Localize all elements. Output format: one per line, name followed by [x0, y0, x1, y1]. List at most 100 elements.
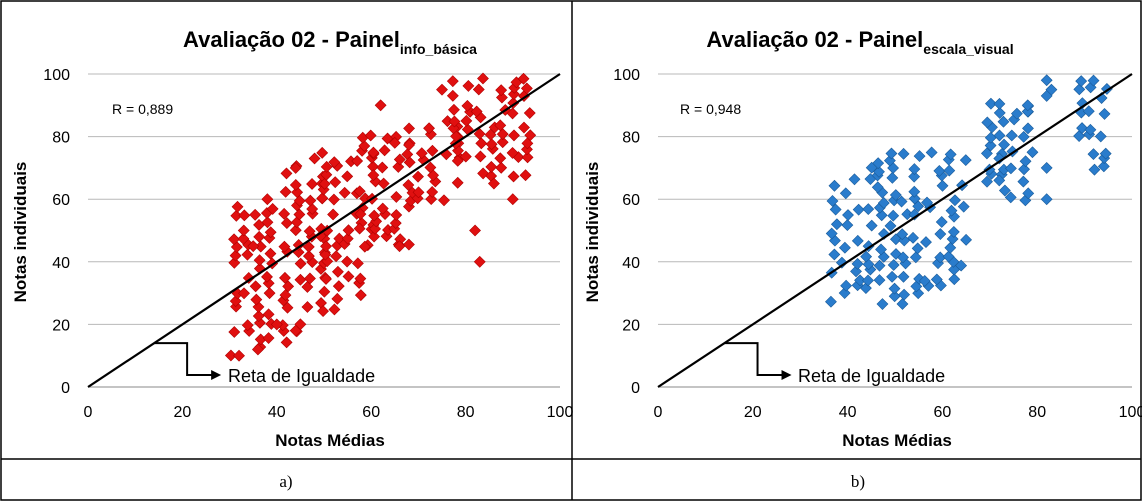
data-point-b: [888, 290, 901, 303]
data-point-a: [496, 136, 509, 149]
data-point-a: [368, 230, 381, 243]
equality-line-label-b: Reta de Igualdade: [798, 366, 945, 386]
data-point-a: [475, 137, 488, 150]
data-point-b: [908, 170, 921, 183]
data-point-b: [1040, 89, 1053, 102]
data-point-a: [473, 255, 486, 268]
data-point-b: [828, 248, 841, 261]
data-point-a: [424, 161, 437, 174]
data-point-a: [293, 208, 306, 221]
data-point-a: [368, 209, 381, 222]
data-point-a: [262, 308, 275, 321]
data-point-b: [1087, 148, 1100, 161]
data-point-b: [933, 164, 946, 177]
data-point-b: [1082, 105, 1095, 118]
data-point-a: [469, 224, 481, 237]
data-point-b: [1088, 163, 1101, 176]
data-point-a: [282, 280, 295, 293]
data-point-a: [315, 297, 327, 309]
data-point-a: [318, 177, 331, 190]
data-point-a: [342, 224, 355, 237]
data-point-b: [1087, 74, 1100, 87]
data-point-a: [289, 324, 302, 337]
data-point-a: [415, 147, 428, 160]
data-point-a: [320, 160, 333, 173]
data-point-a: [291, 186, 304, 199]
data-point-b: [1075, 75, 1088, 88]
data-point-a: [316, 192, 329, 205]
data-point-a: [402, 179, 415, 191]
data-point-a: [266, 203, 279, 215]
data-point-b: [943, 164, 956, 177]
data-point-b: [839, 187, 852, 200]
data-point-b: [873, 165, 885, 178]
data-point-a: [253, 230, 266, 243]
data-point-a: [280, 336, 293, 349]
data-point-a: [506, 193, 519, 206]
y-tick-label-a: 60: [52, 192, 70, 209]
data-point-b: [998, 138, 1010, 151]
data-point-a: [327, 208, 340, 221]
markers-a: [224, 72, 537, 362]
data-point-b: [872, 157, 885, 170]
data-point-a: [507, 170, 520, 183]
data-point-a: [451, 176, 464, 189]
data-point-b: [825, 295, 837, 308]
data-point-a: [320, 273, 332, 285]
data-point-a: [294, 273, 307, 286]
data-point-a: [301, 281, 314, 293]
data-point-b: [1098, 107, 1111, 120]
equality-line-a: [87, 73, 561, 388]
data-point-a: [249, 208, 262, 221]
data-point-b: [888, 282, 901, 295]
y-tick-label-b: 100: [613, 67, 640, 84]
data-point-b: [949, 194, 961, 207]
data-point-a: [293, 194, 306, 207]
data-point-a: [228, 326, 241, 338]
data-point-a: [289, 161, 302, 174]
y-tick-label-b: 60: [622, 192, 640, 209]
data-point-a: [354, 208, 367, 221]
data-point-b: [862, 203, 875, 216]
x-tick-label-a: 100: [547, 404, 574, 421]
data-point-a: [374, 99, 387, 112]
data-point-a: [390, 209, 403, 221]
caption-a: a): [279, 472, 292, 491]
data-point-a: [494, 119, 507, 132]
data-point-a: [302, 240, 315, 253]
data-point-a: [253, 254, 266, 267]
data-point-b: [860, 250, 873, 263]
data-point-a: [507, 97, 520, 109]
data-point-a: [252, 300, 265, 313]
data-point-a: [270, 318, 283, 331]
data-point-a: [412, 186, 425, 199]
chart-title-b: Avaliação 02 - Painelescala_visual: [706, 27, 1013, 57]
data-point-b: [897, 270, 910, 283]
data-point-b: [1004, 191, 1017, 204]
data-point-b: [957, 200, 970, 213]
data-point-a: [353, 222, 366, 235]
data-point-b: [947, 226, 960, 238]
data-point-a: [392, 160, 405, 173]
data-point-b: [896, 298, 909, 310]
data-point-b: [908, 208, 921, 221]
y-tick-label-a: 0: [61, 380, 70, 397]
equality-line-label-a: Reta de Igualdade: [228, 366, 375, 386]
data-point-b: [1040, 161, 1053, 174]
data-point-b: [959, 154, 972, 167]
data-point-a: [351, 257, 364, 270]
data-point-a: [403, 139, 415, 151]
data-point-a: [461, 99, 474, 112]
data-point-b: [936, 179, 949, 192]
data-point-a: [485, 138, 498, 151]
data-point-a: [278, 240, 291, 253]
data-point-b: [898, 288, 911, 301]
data-point-a: [388, 136, 401, 149]
data-point-b: [918, 275, 931, 287]
data-point-a: [224, 349, 237, 362]
data-point-b: [850, 265, 862, 278]
data-point-a: [380, 230, 393, 243]
data-point-b: [1026, 146, 1039, 159]
x-tick-label-a: 0: [84, 404, 93, 421]
